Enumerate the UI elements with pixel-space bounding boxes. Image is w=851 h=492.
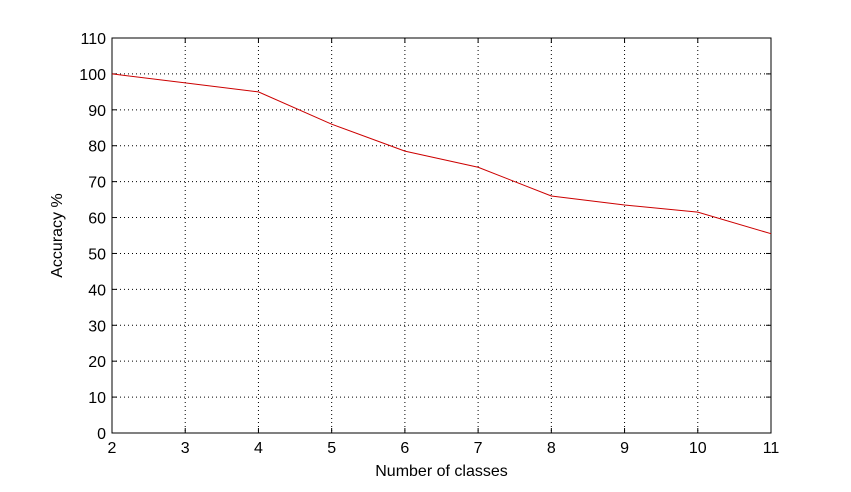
y-tick-label: 40	[88, 282, 106, 299]
y-tick-label: 20	[88, 354, 106, 371]
x-axis-label: Number of classes	[375, 463, 508, 480]
series-layer	[111, 73, 772, 235]
y-tick-label: 10	[88, 390, 106, 407]
y-tick-label: 50	[88, 246, 106, 263]
y-tick-label: 70	[88, 175, 106, 192]
y-tick-label: 110	[80, 31, 106, 48]
x-tick-label: 9	[620, 440, 629, 457]
y-tick-label: 60	[88, 211, 106, 228]
x-tick-label: 5	[327, 440, 336, 457]
plot-area	[112, 38, 771, 433]
x-tick-label: 7	[474, 440, 483, 457]
y-tick-label: 0	[97, 426, 106, 443]
x-tick-label: 6	[400, 440, 409, 457]
y-tick-label: 30	[88, 318, 106, 335]
axes	[111, 37, 772, 434]
axes-frame	[111, 37, 772, 434]
y-tick-label: 80	[88, 139, 106, 156]
y-axis-label: Accuracy %	[49, 193, 66, 277]
x-tick-label: 8	[547, 440, 556, 457]
series-line	[111, 73, 772, 235]
x-tick-label: 4	[254, 440, 263, 457]
y-tick-label: 100	[79, 67, 106, 84]
x-tick-label: 11	[763, 440, 780, 457]
x-tick-label: 10	[689, 440, 707, 457]
x-tick-label: 3	[181, 440, 190, 457]
y-tick-label: 90	[88, 103, 106, 120]
x-tick-label: 2	[108, 440, 117, 457]
